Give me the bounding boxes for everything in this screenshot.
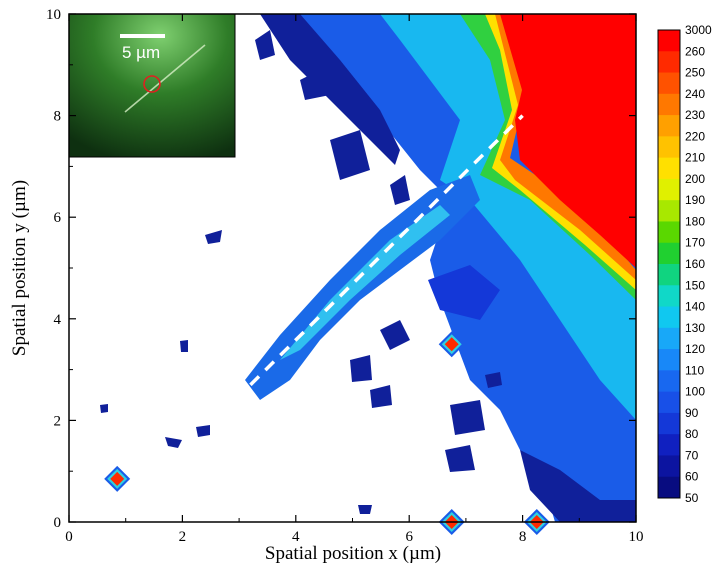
nanowire-streak <box>124 44 206 113</box>
x-tick-label: 0 <box>65 529 73 545</box>
colorbar-label: 170 <box>685 236 705 250</box>
colorbar-swatch <box>658 115 680 137</box>
colorbar-label: 150 <box>685 278 705 292</box>
colorbar-label: 230 <box>685 108 705 122</box>
contour-region-finger-core <box>280 205 450 360</box>
speckle <box>205 230 222 244</box>
colorbar-swatch <box>658 72 680 95</box>
colorbar-swatch <box>658 476 680 499</box>
speckle <box>165 437 182 448</box>
colorbar-swatch <box>658 434 680 456</box>
colorbar-label: 240 <box>685 87 705 101</box>
y-tick-label: 4 <box>54 312 62 328</box>
x-axis-title: Spatial position x (µm) <box>265 543 441 564</box>
colorbar-swatch <box>658 157 680 180</box>
colorbar-swatch <box>658 370 680 393</box>
speckle <box>380 320 410 350</box>
colorbar-swatch <box>658 455 680 478</box>
y-axis: 0 2 4 6 8 10 <box>46 7 636 531</box>
colorbar-label: 160 <box>685 257 705 271</box>
speckle <box>358 505 372 514</box>
contour-region-darkblue <box>260 14 400 165</box>
colorbar-label: 120 <box>685 342 705 356</box>
colorbar-label: 210 <box>685 151 705 165</box>
colorbar-label: 80 <box>685 427 699 441</box>
marker-core <box>110 471 125 486</box>
y-tick-label: 10 <box>46 7 61 23</box>
colorbar-label: 70 <box>685 448 699 462</box>
colorbar: 3000 260 250 240 230 220 210 200 190 180 170 160 150… <box>657 23 712 505</box>
colorbar-label: 140 <box>685 300 705 314</box>
colorbar-swatch <box>658 306 680 329</box>
colorbar-swatch <box>658 349 680 371</box>
contour-region-cyan <box>380 14 636 420</box>
colorbar-label: 90 <box>685 406 699 420</box>
x-tick-label: 6 <box>405 529 413 545</box>
speckle <box>330 130 370 180</box>
y-tick-label: 0 <box>54 515 62 531</box>
colorbar-swatch <box>658 242 680 265</box>
y-tick-label: 8 <box>54 109 62 125</box>
colorbar-swatch <box>658 136 680 159</box>
contour-region-darkblue-lower <box>520 450 636 522</box>
colorbar-swatch <box>658 391 680 414</box>
speckle <box>300 70 330 100</box>
colorbar-label: 50 <box>685 491 699 505</box>
scale-bar-label: 5 µm <box>122 43 160 62</box>
colorbar-label: 3000 <box>685 23 712 37</box>
colorbar-label: 130 <box>685 321 705 335</box>
speckle <box>196 425 210 437</box>
colorbar-label: 250 <box>685 66 705 80</box>
x-tick-label: 8 <box>519 529 527 545</box>
colorbar-swatch <box>658 51 680 74</box>
marker-core <box>444 337 459 352</box>
colorbar-swatch <box>658 327 680 350</box>
y-tick-label: 2 <box>54 413 62 429</box>
speckle <box>100 404 108 413</box>
x-tick-label: 4 <box>292 529 300 545</box>
contour-region-green <box>460 14 636 300</box>
colorbar-swatch <box>658 30 680 52</box>
point-markers <box>104 331 550 535</box>
colorbar-label: 100 <box>685 385 705 399</box>
inset-micrograph: 5 µm <box>68 13 236 158</box>
point-marker-0 <box>104 465 131 492</box>
x-tick-label: 10 <box>629 529 644 545</box>
colorbar-label: 110 <box>685 363 704 377</box>
colorbar-swatch <box>658 200 680 222</box>
speckle <box>445 445 475 472</box>
colorbar-label: 190 <box>685 193 705 207</box>
speckle <box>350 355 372 382</box>
point-marker-1 <box>438 331 465 358</box>
colorbar-swatch <box>658 412 680 435</box>
colorbar-frame <box>657 29 681 499</box>
colorbar-swatch <box>658 285 680 308</box>
speckle <box>485 372 502 388</box>
x-tick-label: 2 <box>179 529 187 545</box>
contour-fill <box>100 14 636 522</box>
speckle <box>390 175 410 205</box>
colorbar-swatch <box>658 178 680 201</box>
speckle <box>450 400 485 435</box>
y-axis-title: Spatial position y (µm) <box>9 180 30 356</box>
speckle <box>255 30 275 60</box>
colorbar-label: 200 <box>685 172 705 186</box>
colorbar-swatch <box>658 264 680 286</box>
colorbar-swatch <box>658 221 680 244</box>
colorbar-label: 260 <box>685 44 705 58</box>
colorbar-label: 180 <box>685 214 705 228</box>
speckle <box>428 265 500 320</box>
dashed-fit-line <box>249 114 524 387</box>
colorbar-label: 60 <box>685 470 699 484</box>
colorbar-swatch <box>658 93 680 116</box>
speckle <box>180 340 188 352</box>
contour-region-red <box>500 14 636 268</box>
speckle <box>370 385 392 408</box>
colorbar-label: 220 <box>685 129 705 143</box>
y-tick-label: 6 <box>54 210 62 226</box>
inset-red-circle <box>143 75 161 93</box>
x-axis: 0 2 4 6 8 10 <box>65 14 644 545</box>
